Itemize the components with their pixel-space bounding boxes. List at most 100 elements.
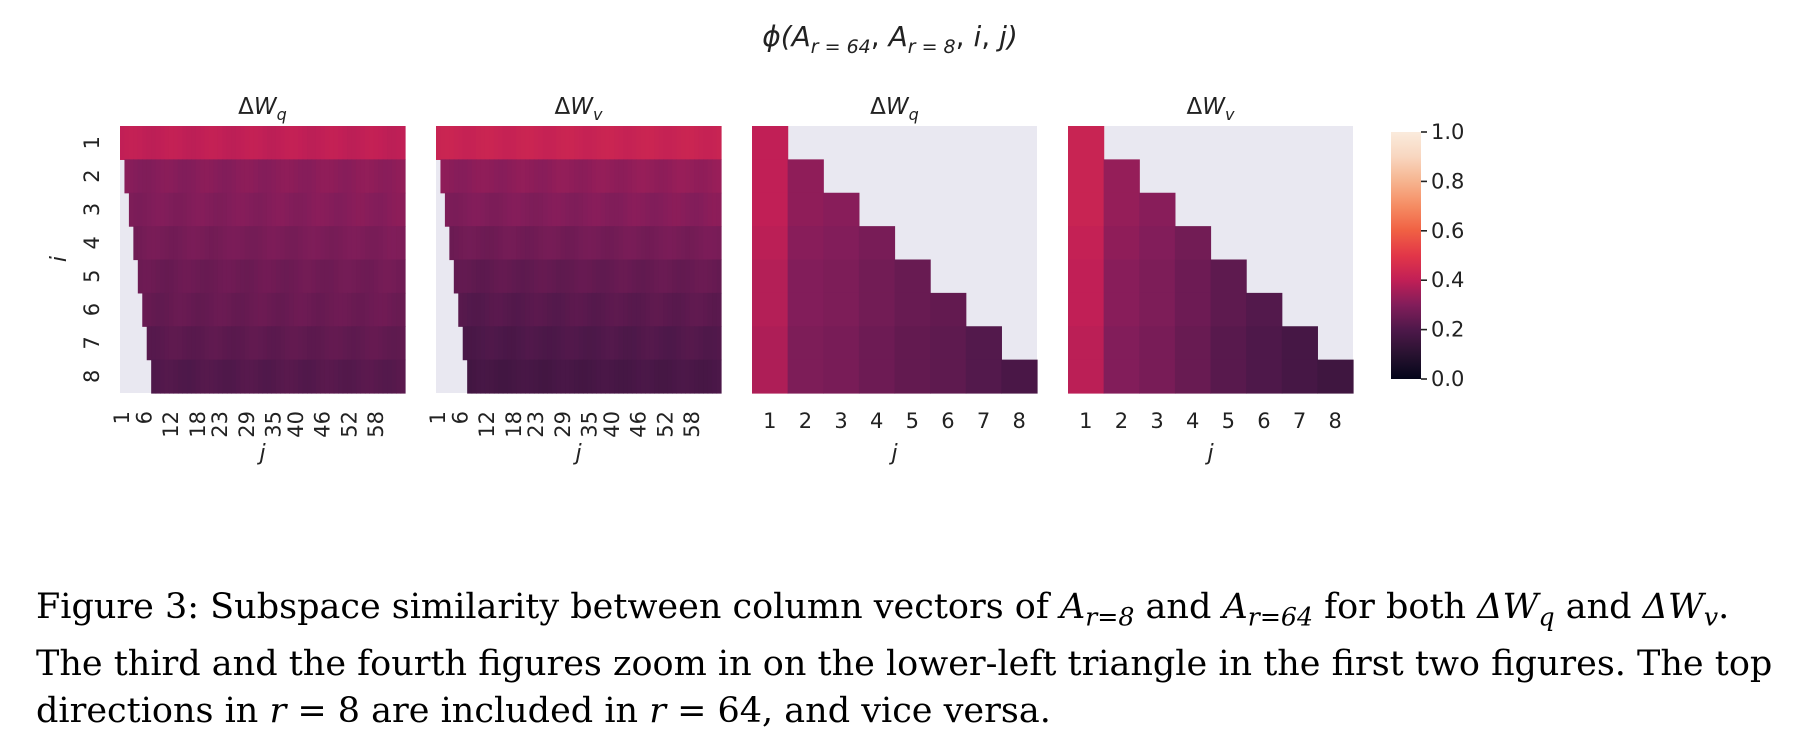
- cell-r4-c2: [1103, 226, 1140, 261]
- cell-r5-c6: [142, 259, 148, 294]
- cell-r6-c1: [752, 292, 789, 327]
- cell-r2-c28: [556, 159, 562, 194]
- cell-r7-c26: [547, 326, 553, 361]
- cell-r8-c15: [498, 359, 504, 394]
- cell-r1-c40: [293, 126, 299, 160]
- cell-r3-c34: [582, 192, 589, 227]
- cell-r3-c55: [360, 192, 366, 227]
- cell-r1-c59: [694, 126, 700, 160]
- cell-r3-c60: [698, 192, 704, 227]
- cell-r3-c55: [676, 192, 682, 227]
- cell-r5-c41: [614, 259, 620, 294]
- cell-r4-c54: [356, 226, 362, 261]
- cell-r1-c37: [280, 126, 286, 160]
- cell-r4-c29: [560, 226, 566, 261]
- cell-r6-c36: [591, 292, 597, 327]
- cell-r7-c4: [1174, 326, 1212, 361]
- cell-r7-c44: [627, 326, 633, 361]
- cell-r2-c42: [302, 159, 308, 194]
- cell-r2-c62: [707, 159, 713, 194]
- cell-r7-c47: [324, 326, 330, 361]
- cell-r7-c24: [222, 326, 228, 361]
- cell-r5-c21: [209, 259, 215, 294]
- cell-r6-c60: [698, 292, 704, 327]
- cell-r2-c17: [191, 159, 197, 194]
- cell-r5-c53: [351, 259, 357, 294]
- figure-caption: Figure 3: Subspace similarity between co…: [36, 584, 1796, 735]
- cell-r5-c43: [307, 259, 313, 294]
- cell-r7-c25: [226, 326, 232, 361]
- cell-r5-c39: [289, 259, 295, 294]
- cell-r7-c60: [698, 326, 704, 361]
- cell-r4-c34: [582, 226, 589, 261]
- cell-r8-c52: [663, 359, 669, 394]
- cell-r8-c57: [369, 359, 375, 394]
- cell-r4-c14: [177, 226, 183, 261]
- cell-r5-c55: [676, 259, 682, 294]
- cell-r4-c48: [645, 226, 651, 261]
- cell-r5-c20: [520, 259, 526, 294]
- cell-r4-c17: [507, 226, 513, 261]
- cell-r8-c4: [1174, 359, 1212, 394]
- cell-r4-c53: [667, 226, 673, 261]
- cell-r7-c58: [689, 326, 695, 361]
- cell-r4-c45: [631, 226, 637, 261]
- cell-r4-c36: [275, 226, 281, 261]
- cell-r5-c52: [663, 259, 669, 294]
- cell-r5-c3: [823, 259, 860, 294]
- cell-r8-c14: [493, 359, 499, 394]
- cell-r7-c43: [623, 326, 629, 361]
- cell-r1-c44: [627, 126, 633, 160]
- cell-r7-c33: [578, 326, 584, 361]
- cell-r8-c16: [502, 359, 508, 394]
- cell-r8-c19: [516, 359, 522, 394]
- cell-r4-c11: [480, 226, 486, 261]
- cell-r1-c64: [400, 126, 406, 160]
- cell-r6-c32: [574, 292, 580, 327]
- cell-r6-c42: [302, 292, 308, 327]
- cell-r2-c2: [1103, 159, 1140, 194]
- cell-r1-c8: [467, 126, 473, 160]
- cell-r5-c29: [560, 259, 566, 294]
- cell-r5-c7: [462, 259, 468, 294]
- cell-r6-c56: [680, 292, 686, 327]
- cell-r5-c59: [378, 259, 384, 294]
- cell-r3-c27: [235, 192, 241, 227]
- cell-r2-c22: [213, 159, 219, 194]
- cell-r6-c48: [645, 292, 651, 327]
- cell-r5-c1: [752, 259, 789, 294]
- cell-r3-c37: [596, 192, 602, 227]
- cell-r1-c26: [547, 126, 553, 160]
- cell-r1-c41: [298, 126, 304, 160]
- cell-r4-c16: [186, 226, 192, 261]
- cell-r7-c10: [160, 326, 166, 361]
- cell-r1-c47: [324, 126, 330, 160]
- cell-r4-c60: [382, 226, 388, 261]
- cell-r7-c18: [511, 326, 517, 361]
- j-axis-label-2: j: [572, 441, 582, 466]
- cell-r8-c47: [324, 359, 330, 394]
- cell-r6-c5: [894, 292, 931, 327]
- cell-r2-c52: [663, 159, 669, 194]
- cell-r7-c25: [542, 326, 548, 361]
- cell-r5-c33: [578, 259, 584, 294]
- cell-r3-c11: [480, 192, 486, 227]
- cell-r4-c41: [298, 226, 304, 261]
- colorbar-tick-0.6: 0.6: [1431, 219, 1464, 243]
- cell-r7-c37: [280, 326, 286, 361]
- cell-r6-c36: [275, 292, 281, 327]
- cell-r4-c53: [351, 226, 357, 261]
- cell-r5-c45: [315, 259, 321, 294]
- cell-r8-c56: [680, 359, 686, 394]
- cell-r6-c45: [631, 292, 637, 327]
- cell-r2-c62: [391, 159, 397, 194]
- cell-r4-c28: [556, 226, 562, 261]
- col-tick-35: 35: [578, 411, 602, 438]
- cell-r8-c16: [186, 359, 192, 394]
- cell-r3-c18: [195, 192, 201, 227]
- cell-r7-c10: [476, 326, 482, 361]
- cell-r8-c11: [480, 359, 486, 394]
- cell-r1-c42: [618, 126, 624, 160]
- cell-r3-c57: [685, 192, 691, 227]
- cell-r5-c10: [476, 259, 482, 294]
